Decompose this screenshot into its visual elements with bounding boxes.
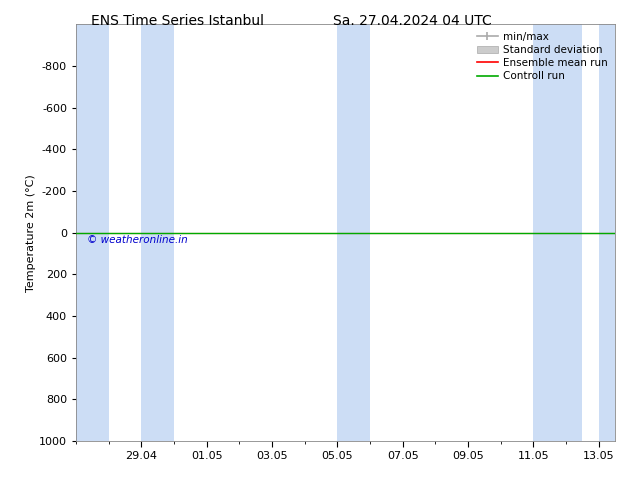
- Text: Sa. 27.04.2024 04 UTC: Sa. 27.04.2024 04 UTC: [333, 14, 491, 28]
- Bar: [337, 24, 370, 441]
- Bar: [141, 24, 174, 441]
- Bar: [76, 24, 109, 441]
- Legend: min/max, Standard deviation, Ensemble mean run, Controll run: min/max, Standard deviation, Ensemble me…: [473, 27, 612, 85]
- Text: ENS Time Series Istanbul: ENS Time Series Istanbul: [91, 14, 264, 28]
- Bar: [598, 24, 615, 441]
- Y-axis label: Temperature 2m (°C): Temperature 2m (°C): [26, 174, 36, 292]
- Text: © weatheronline.in: © weatheronline.in: [87, 235, 188, 245]
- Bar: [533, 24, 582, 441]
